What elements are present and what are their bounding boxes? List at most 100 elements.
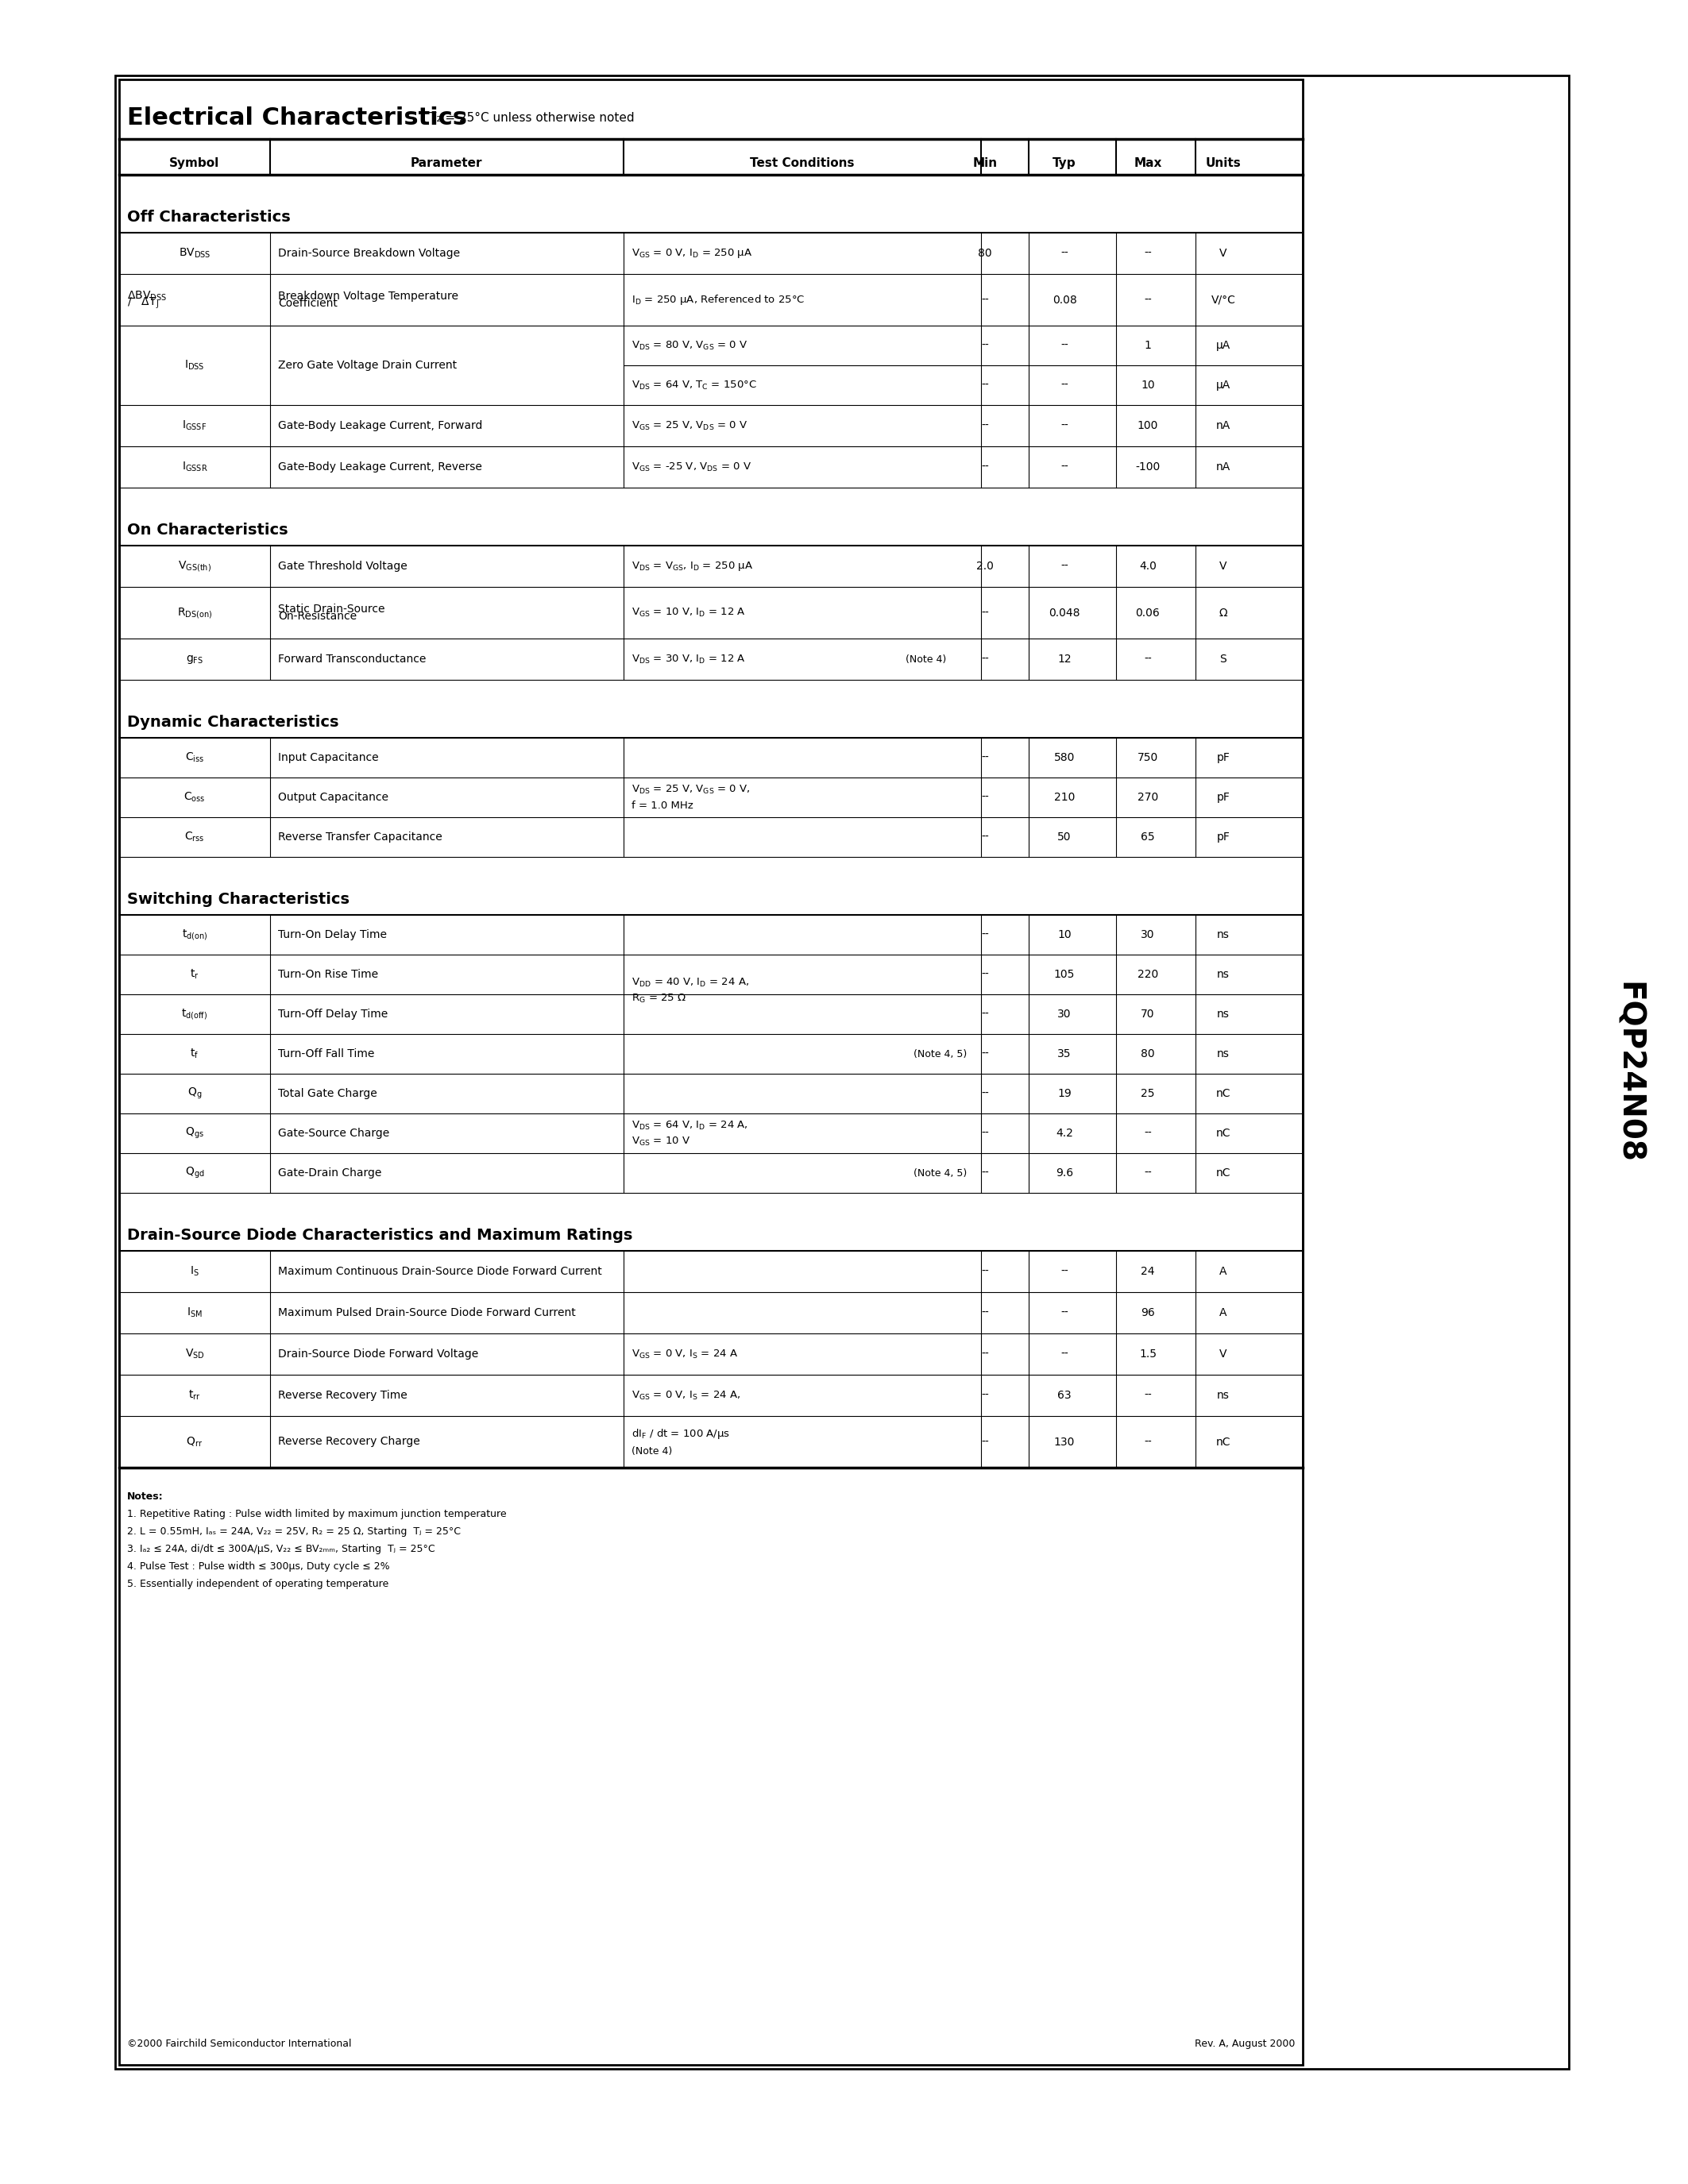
Text: V$_{\mathregular{SD}}$: V$_{\mathregular{SD}}$ xyxy=(184,1348,204,1361)
Text: Parameter: Parameter xyxy=(410,157,483,168)
Text: V$_{\mathregular{GS}}$ = -25 V, V$_{\mathregular{DS}}$ = 0 V: V$_{\mathregular{GS}}$ = -25 V, V$_{\mat… xyxy=(631,461,751,474)
Text: Gate-Drain Charge: Gate-Drain Charge xyxy=(279,1168,381,1179)
Text: Turn-Off Delay Time: Turn-Off Delay Time xyxy=(279,1009,388,1020)
Text: Min: Min xyxy=(972,157,998,168)
Text: pF: pF xyxy=(1217,751,1231,762)
Text: t$_{\mathregular{r}}$: t$_{\mathregular{r}}$ xyxy=(191,968,199,981)
Text: C$_{\mathregular{rss}}$: C$_{\mathregular{rss}}$ xyxy=(184,830,204,843)
Text: --: -- xyxy=(981,380,989,391)
Text: --: -- xyxy=(1144,653,1151,664)
Text: --: -- xyxy=(981,1389,989,1400)
Text: V/°C: V/°C xyxy=(1210,295,1236,306)
Text: Forward Transconductance: Forward Transconductance xyxy=(279,653,425,664)
Text: nC: nC xyxy=(1215,1168,1231,1179)
Text: nC: nC xyxy=(1215,1088,1231,1099)
Text: Max: Max xyxy=(1134,157,1161,168)
Text: Breakdown Voltage Temperature: Breakdown Voltage Temperature xyxy=(279,290,459,301)
Text: I$_{\mathregular{D}}$ = 250 μA, Referenced to 25°C: I$_{\mathregular{D}}$ = 250 μA, Referenc… xyxy=(631,293,805,306)
Text: --: -- xyxy=(1060,561,1069,572)
Text: C$_{\mathregular{oss}}$: C$_{\mathregular{oss}}$ xyxy=(184,791,206,804)
Text: /   ΔT$_{\mathregular{J}}$: / ΔT$_{\mathregular{J}}$ xyxy=(127,297,159,310)
Text: 0.08: 0.08 xyxy=(1052,295,1077,306)
Text: pF: pF xyxy=(1217,793,1231,804)
Text: 2. L = 0.55mH, Iₐₛ = 24A, V₂₂ = 25V, R₂ = 25 Ω, Starting  Tⱼ = 25°C: 2. L = 0.55mH, Iₐₛ = 24A, V₂₂ = 25V, R₂ … xyxy=(127,1527,461,1538)
Text: Off Characteristics: Off Characteristics xyxy=(127,210,290,225)
Text: --: -- xyxy=(981,1048,989,1059)
Text: V$_{\mathregular{GS}}$ = 0 V, I$_{\mathregular{D}}$ = 250 μA: V$_{\mathregular{GS}}$ = 0 V, I$_{\mathr… xyxy=(631,247,753,260)
Text: 0.048: 0.048 xyxy=(1048,607,1080,618)
Text: dI$_{\mathregular{F}}$ / dt = 100 A/μs: dI$_{\mathregular{F}}$ / dt = 100 A/μs xyxy=(631,1426,729,1441)
Text: --: -- xyxy=(981,1009,989,1020)
Text: --: -- xyxy=(981,295,989,306)
Text: Q$_{\mathregular{rr}}$: Q$_{\mathregular{rr}}$ xyxy=(186,1435,203,1448)
Text: ns: ns xyxy=(1217,928,1229,941)
Text: I$_{\mathregular{SM}}$: I$_{\mathregular{SM}}$ xyxy=(187,1306,203,1319)
Text: T₂ = 25°C unless otherwise noted: T₂ = 25°C unless otherwise noted xyxy=(429,111,635,124)
Text: g$_{\mathregular{FS}}$: g$_{\mathregular{FS}}$ xyxy=(186,653,204,666)
Text: f = 1.0 MHz: f = 1.0 MHz xyxy=(631,799,694,810)
Text: 270: 270 xyxy=(1138,793,1158,804)
Text: --: -- xyxy=(1060,380,1069,391)
Text: ©2000 Fairchild Semiconductor International: ©2000 Fairchild Semiconductor Internatio… xyxy=(127,2038,351,2049)
Text: V: V xyxy=(1219,247,1227,260)
Text: --: -- xyxy=(1144,1127,1151,1138)
Text: Q$_{\mathregular{gd}}$: Q$_{\mathregular{gd}}$ xyxy=(186,1166,204,1179)
Text: R$_{\mathregular{G}}$ = 25 Ω: R$_{\mathregular{G}}$ = 25 Ω xyxy=(631,992,687,1005)
Text: ns: ns xyxy=(1217,1048,1229,1059)
Text: Turn-On Rise Time: Turn-On Rise Time xyxy=(279,970,378,981)
Text: Drain-Source Diode Forward Voltage: Drain-Source Diode Forward Voltage xyxy=(279,1348,478,1361)
Text: --: -- xyxy=(981,461,989,472)
Text: V$_{\mathregular{GS}}$ = 10 V: V$_{\mathregular{GS}}$ = 10 V xyxy=(631,1136,690,1147)
Text: I$_{\mathregular{GSSR}}$: I$_{\mathregular{GSSR}}$ xyxy=(182,461,208,474)
Text: V$_{\mathregular{DS}}$ = 64 V, T$_{\mathregular{C}}$ = 150°C: V$_{\mathregular{DS}}$ = 64 V, T$_{\math… xyxy=(631,380,756,391)
Text: Electrical Characteristics: Electrical Characteristics xyxy=(127,107,468,129)
Text: 1: 1 xyxy=(1144,341,1151,352)
Text: A: A xyxy=(1219,1308,1227,1319)
Text: 3. Iₐ₂ ≤ 24A, di/dt ≤ 300A/μS, V₂₂ ≤ BV₂ₘₘ, Starting  Tⱼ = 25°C: 3. Iₐ₂ ≤ 24A, di/dt ≤ 300A/μS, V₂₂ ≤ BV₂… xyxy=(127,1544,436,1555)
Text: --: -- xyxy=(981,1308,989,1319)
Text: --: -- xyxy=(1060,461,1069,472)
Text: 80: 80 xyxy=(977,247,993,260)
Text: Gate-Body Leakage Current, Reverse: Gate-Body Leakage Current, Reverse xyxy=(279,461,483,472)
Text: V$_{\mathregular{GS(th)}}$: V$_{\mathregular{GS(th)}}$ xyxy=(177,559,211,574)
Text: 25: 25 xyxy=(1141,1088,1155,1099)
Text: --: -- xyxy=(1060,247,1069,260)
Text: 24: 24 xyxy=(1141,1267,1155,1278)
Text: Drain-Source Breakdown Voltage: Drain-Source Breakdown Voltage xyxy=(279,247,461,260)
Text: Test Conditions: Test Conditions xyxy=(749,157,854,168)
Text: ΔBV$_{\mathregular{DSS}}$: ΔBV$_{\mathregular{DSS}}$ xyxy=(127,290,167,304)
Text: (Note 4, 5): (Note 4, 5) xyxy=(913,1048,967,1059)
Text: On Characteristics: On Characteristics xyxy=(127,522,289,537)
Text: 10: 10 xyxy=(1141,380,1155,391)
Text: 70: 70 xyxy=(1141,1009,1155,1020)
Text: --: -- xyxy=(1144,247,1151,260)
Text: Units: Units xyxy=(1205,157,1241,168)
Text: nC: nC xyxy=(1215,1127,1231,1138)
Text: --: -- xyxy=(981,419,989,430)
Text: V: V xyxy=(1219,561,1227,572)
Text: --: -- xyxy=(981,1088,989,1099)
Text: 5. Essentially independent of operating temperature: 5. Essentially independent of operating … xyxy=(127,1579,388,1590)
Text: 130: 130 xyxy=(1053,1437,1075,1448)
Text: Dynamic Characteristics: Dynamic Characteristics xyxy=(127,714,339,729)
Text: Maximum Continuous Drain-Source Diode Forward Current: Maximum Continuous Drain-Source Diode Fo… xyxy=(279,1267,603,1278)
Text: 35: 35 xyxy=(1057,1048,1072,1059)
Text: I$_{\mathregular{DSS}}$: I$_{\mathregular{DSS}}$ xyxy=(184,358,204,371)
Text: BV$_{\mathregular{DSS}}$: BV$_{\mathregular{DSS}}$ xyxy=(179,247,211,260)
Text: V$_{\mathregular{GS}}$ = 10 V, I$_{\mathregular{D}}$ = 12 A: V$_{\mathregular{GS}}$ = 10 V, I$_{\math… xyxy=(631,607,746,618)
Text: --: -- xyxy=(981,793,989,804)
Text: --: -- xyxy=(1144,1168,1151,1179)
Text: V$_{\mathregular{DS}}$ = 80 V, V$_{\mathregular{GS}}$ = 0 V: V$_{\mathregular{DS}}$ = 80 V, V$_{\math… xyxy=(631,339,748,352)
Text: μA: μA xyxy=(1215,341,1231,352)
Text: V$_{\mathregular{DS}}$ = V$_{\mathregular{GS}}$, I$_{\mathregular{D}}$ = 250 μA: V$_{\mathregular{DS}}$ = V$_{\mathregula… xyxy=(631,559,753,572)
Text: --: -- xyxy=(1144,1437,1151,1448)
Text: 1. Repetitive Rating : Pulse width limited by maximum junction temperature: 1. Repetitive Rating : Pulse width limit… xyxy=(127,1509,506,1520)
Text: Typ: Typ xyxy=(1053,157,1077,168)
Text: Static Drain-Source: Static Drain-Source xyxy=(279,603,385,614)
Text: FQP24N08: FQP24N08 xyxy=(1614,981,1644,1164)
Text: Reverse Transfer Capacitance: Reverse Transfer Capacitance xyxy=(279,832,442,843)
Text: Drain-Source Diode Characteristics and Maximum Ratings: Drain-Source Diode Characteristics and M… xyxy=(127,1227,633,1243)
Text: t$_{\mathregular{d(off)}}$: t$_{\mathregular{d(off)}}$ xyxy=(181,1007,208,1022)
Text: R$_{\mathregular{DS(on)}}$: R$_{\mathregular{DS(on)}}$ xyxy=(177,605,213,620)
Text: --: -- xyxy=(981,928,989,941)
